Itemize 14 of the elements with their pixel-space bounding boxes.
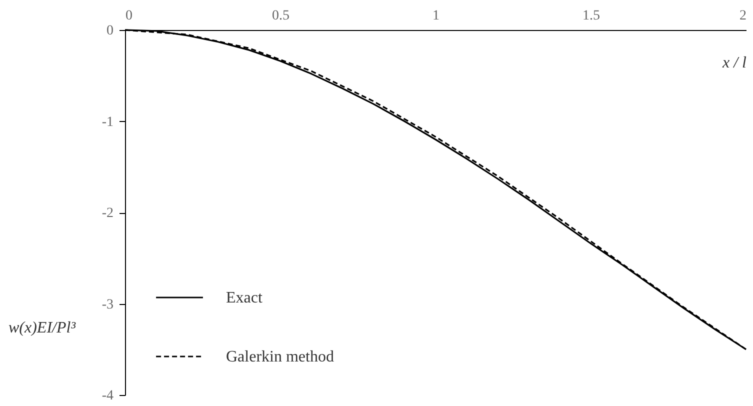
x-tick-label: 1 (432, 8, 440, 24)
y-tick-label: -4 (102, 388, 114, 404)
y-axis-title: w(x)EI/Pl³ (8, 320, 76, 336)
y-tick-label: 0 (106, 24, 114, 38)
y-tick-label: -3 (102, 297, 114, 312)
x-axis-title: x / l (722, 54, 748, 72)
legend-label: Galerkin method (226, 348, 334, 366)
x-tick-label: 2 (740, 8, 746, 24)
x-tick-label: 0 (126, 8, 132, 24)
x-tick-label: 0.5 (272, 8, 290, 24)
y-tick-label: -1 (102, 114, 114, 130)
y-tick-label: -2 (102, 206, 114, 221)
x-tick-label: 1.5 (582, 8, 600, 24)
legend-label: Exact (226, 290, 263, 306)
